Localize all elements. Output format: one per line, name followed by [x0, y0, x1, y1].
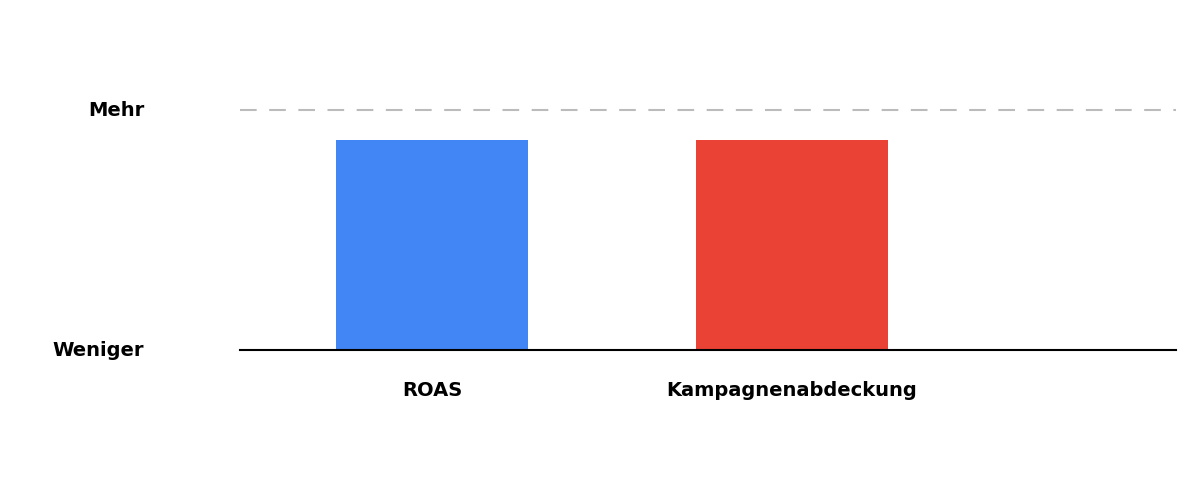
Text: ROAS: ROAS — [402, 380, 462, 400]
FancyBboxPatch shape — [696, 140, 888, 350]
Text: Mehr: Mehr — [88, 100, 144, 119]
Text: Weniger: Weniger — [53, 340, 144, 359]
Text: Kampagnenabdeckung: Kampagnenabdeckung — [667, 380, 917, 400]
FancyBboxPatch shape — [336, 140, 528, 350]
